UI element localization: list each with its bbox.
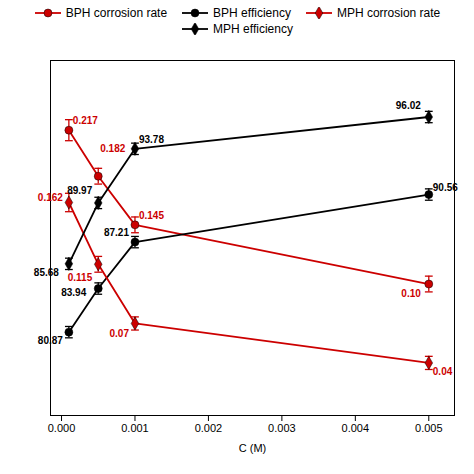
svg-text:0.182: 0.182 — [100, 143, 125, 154]
svg-text:0.10: 0.10 — [401, 288, 421, 299]
svg-text:0.002: 0.002 — [195, 422, 223, 434]
svg-text:0.115: 0.115 — [68, 272, 93, 283]
svg-text:0.07: 0.07 — [110, 328, 130, 339]
html-text:MPH corrosion rate: MPH corrosion rate — [336, 6, 441, 20]
svg-text:83.94: 83.94 — [61, 287, 86, 298]
svg-text:0.004: 0.004 — [342, 422, 370, 434]
svg-text:0.001: 0.001 — [121, 422, 149, 434]
html-text:MPH efficiency: MPH efficiency — [213, 22, 293, 36]
svg-text:0.217: 0.217 — [73, 115, 98, 126]
svg-text:C (M): C (M) — [239, 442, 267, 454]
svg-text:0.145: 0.145 — [139, 210, 164, 221]
svg-text:0.162: 0.162 — [38, 192, 63, 203]
svg-text:87.21: 87.21 — [104, 227, 129, 238]
svg-text:85.68: 85.68 — [34, 267, 59, 278]
svg-text:0.003: 0.003 — [268, 422, 296, 434]
svg-text:0.000: 0.000 — [48, 422, 76, 434]
html-text:BPH corrosion rate: BPH corrosion rate — [65, 6, 168, 20]
svg-text:0.005: 0.005 — [415, 422, 443, 434]
svg-text:0.04: 0.04 — [433, 366, 453, 377]
svg-text:90.56: 90.56 — [433, 182, 458, 193]
html-text:BPH efficiency: BPH efficiency — [213, 6, 291, 20]
svg-text:89.97: 89.97 — [67, 185, 92, 196]
svg-text:96.02: 96.02 — [396, 100, 421, 111]
svg-text:93.78: 93.78 — [139, 134, 164, 145]
svg-text:80.87: 80.87 — [38, 335, 63, 346]
